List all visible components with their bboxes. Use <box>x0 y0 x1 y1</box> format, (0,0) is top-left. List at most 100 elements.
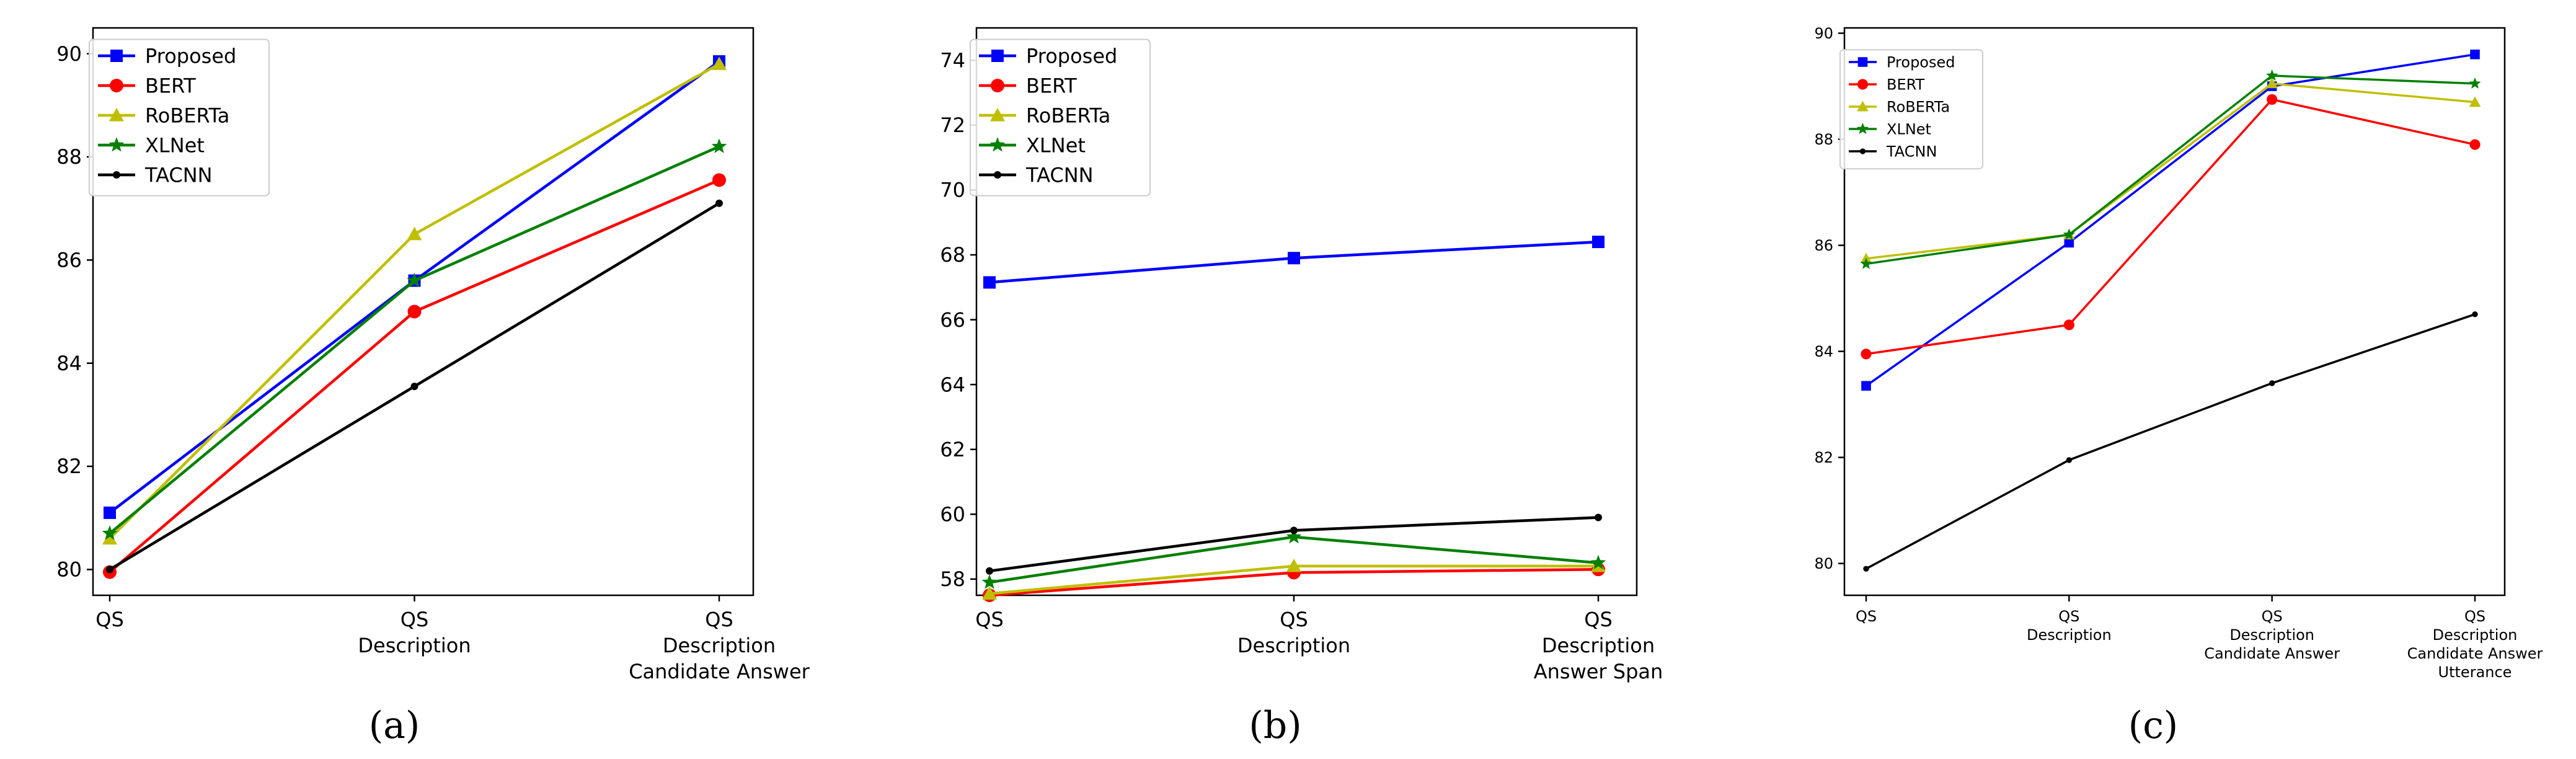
y-tick-label: 80 <box>1814 555 1833 572</box>
data-point-proposed <box>2470 49 2480 60</box>
legend: Proposed BERT RoBERTa XLNet TACNN <box>89 38 270 197</box>
data-point-roberta <box>1286 558 1301 572</box>
data-point-proposed <box>2064 237 2074 248</box>
data-point-tacnn <box>2268 380 2275 386</box>
data-point-xlnet <box>407 272 422 288</box>
legend-label-proposed: Proposed <box>1026 45 1117 68</box>
data-point-bert <box>407 304 422 319</box>
legend: Proposed BERT RoBERTa XLNet TACNN <box>1839 49 1983 170</box>
legend-label-roberta: RoBERTa <box>1887 99 1950 116</box>
data-point-bert <box>2469 139 2481 150</box>
series-line-xlnet <box>108 145 720 535</box>
legend-label-tacnn: TACNN <box>1025 164 1094 187</box>
y-tick-label: 90 <box>1814 25 1833 42</box>
y-tick-label: 74 <box>940 48 965 72</box>
data-point-xlnet <box>2063 228 2075 240</box>
data-point-bert <box>2063 319 2074 331</box>
data-point-roberta <box>712 56 727 70</box>
panel-label: (c) <box>2128 704 2178 747</box>
y-tick-label: 82 <box>1814 449 1833 466</box>
x-tick-label: QS Description Candidate Answer Utterance <box>2407 608 2543 681</box>
y-tick-label: 62 <box>940 438 965 461</box>
legend-marker-roberta <box>990 108 1005 122</box>
legend-marker-roberta <box>1857 100 1869 112</box>
data-point-proposed <box>1861 381 1871 391</box>
plot-frame <box>1843 27 2506 597</box>
y-tick-label: 70 <box>940 179 965 202</box>
data-point-roberta <box>2469 96 2481 107</box>
x-tick-label: QS <box>1856 608 1877 625</box>
x-tick-label: QS Description <box>2027 608 2112 644</box>
legend-marker-bert <box>1857 79 1869 90</box>
y-tick-label: 90 <box>56 42 82 66</box>
legend-marker-tacnn <box>1859 148 1866 154</box>
data-point-xlnet <box>1286 528 1302 544</box>
data-point-bert <box>712 173 726 187</box>
y-tick-label: 84 <box>1814 343 1833 360</box>
panel-label: (b) <box>1249 704 1301 747</box>
data-point-roberta <box>407 226 422 241</box>
legend-box <box>89 38 270 197</box>
data-point-xlnet <box>1590 554 1606 570</box>
data-point-xlnet <box>102 525 118 540</box>
legend-marker-proposed <box>1857 57 1868 67</box>
legend-label-roberta: RoBERTa <box>1026 104 1110 128</box>
data-point-xlnet <box>1860 257 1872 269</box>
data-point-roberta <box>102 531 117 545</box>
legend: Proposed BERT RoBERTa XLNet TACNN <box>970 38 1151 197</box>
data-point-xlnet <box>2266 69 2278 81</box>
data-point-bert <box>2267 94 2278 105</box>
legend-label-bert: BERT <box>1026 74 1077 98</box>
data-point-tacnn <box>2066 457 2073 463</box>
legend-label-xlnet: XLNet <box>1026 134 1086 158</box>
data-point-tacnn <box>410 383 418 391</box>
plot-frame <box>92 27 755 597</box>
x-tick-label: QS <box>95 608 124 631</box>
data-point-xlnet <box>981 574 998 589</box>
series-line-proposed <box>1865 53 2476 387</box>
data-point-tacnn <box>1595 513 1602 522</box>
data-point-xlnet <box>711 138 727 153</box>
data-point-bert <box>1861 348 1872 360</box>
x-tick-label: QS Description <box>1237 608 1350 657</box>
legend-box <box>970 38 1151 197</box>
legend-marker-bert <box>110 79 123 92</box>
legend-label-roberta: RoBERTa <box>145 104 229 128</box>
data-point-proposed <box>1288 252 1300 265</box>
plot-frame <box>975 27 1638 597</box>
legend-marker-proposed <box>110 50 123 62</box>
y-tick-label: 72 <box>940 113 965 137</box>
legend-label-tacnn: TACNN <box>144 164 213 187</box>
data-point-tacnn <box>986 567 993 575</box>
chart-panel-2: 58 60 62 64 66 68 70 72 74 QS QS Description QS Descr… <box>940 27 1663 747</box>
y-tick-label: 86 <box>56 249 82 272</box>
y-tick-label: 88 <box>1814 131 1833 148</box>
data-point-tacnn <box>2472 311 2478 317</box>
legend-marker-bert <box>991 79 1004 92</box>
data-point-proposed <box>983 276 996 289</box>
data-point-tacnn <box>1290 526 1298 535</box>
x-tick-label: QS Description Candidate Answer <box>2204 608 2340 662</box>
y-tick-label: 86 <box>1814 237 1833 254</box>
data-point-tacnn <box>1863 566 1869 572</box>
legend-marker-xlnet <box>989 137 1006 152</box>
data-point-xlnet <box>2469 77 2481 89</box>
data-point-tacnn <box>715 199 723 207</box>
x-tick-label: QS Description Answer Span <box>1534 608 1663 683</box>
data-point-roberta <box>982 586 997 600</box>
y-tick-label: 82 <box>56 455 82 478</box>
legend-label-proposed: Proposed <box>145 45 236 68</box>
series-line-tacnn <box>1866 313 2476 570</box>
chart-panel-1: 80 82 84 86 88 90 QS QS Description QS Description… <box>56 27 810 747</box>
y-tick-label: 80 <box>56 558 82 582</box>
legend-marker-proposed <box>991 50 1004 62</box>
y-tick-label: 58 <box>940 567 965 591</box>
y-tick-label: 66 <box>940 308 965 332</box>
legend-marker-tacnn <box>113 171 120 179</box>
series-line-bert <box>1866 98 2476 355</box>
x-tick-label: QS <box>975 608 1004 631</box>
legend-label-xlnet: XLNet <box>145 134 205 158</box>
legend-label-tacnn: TACNN <box>1886 143 1937 161</box>
legend-label-bert: BERT <box>1887 76 1925 94</box>
